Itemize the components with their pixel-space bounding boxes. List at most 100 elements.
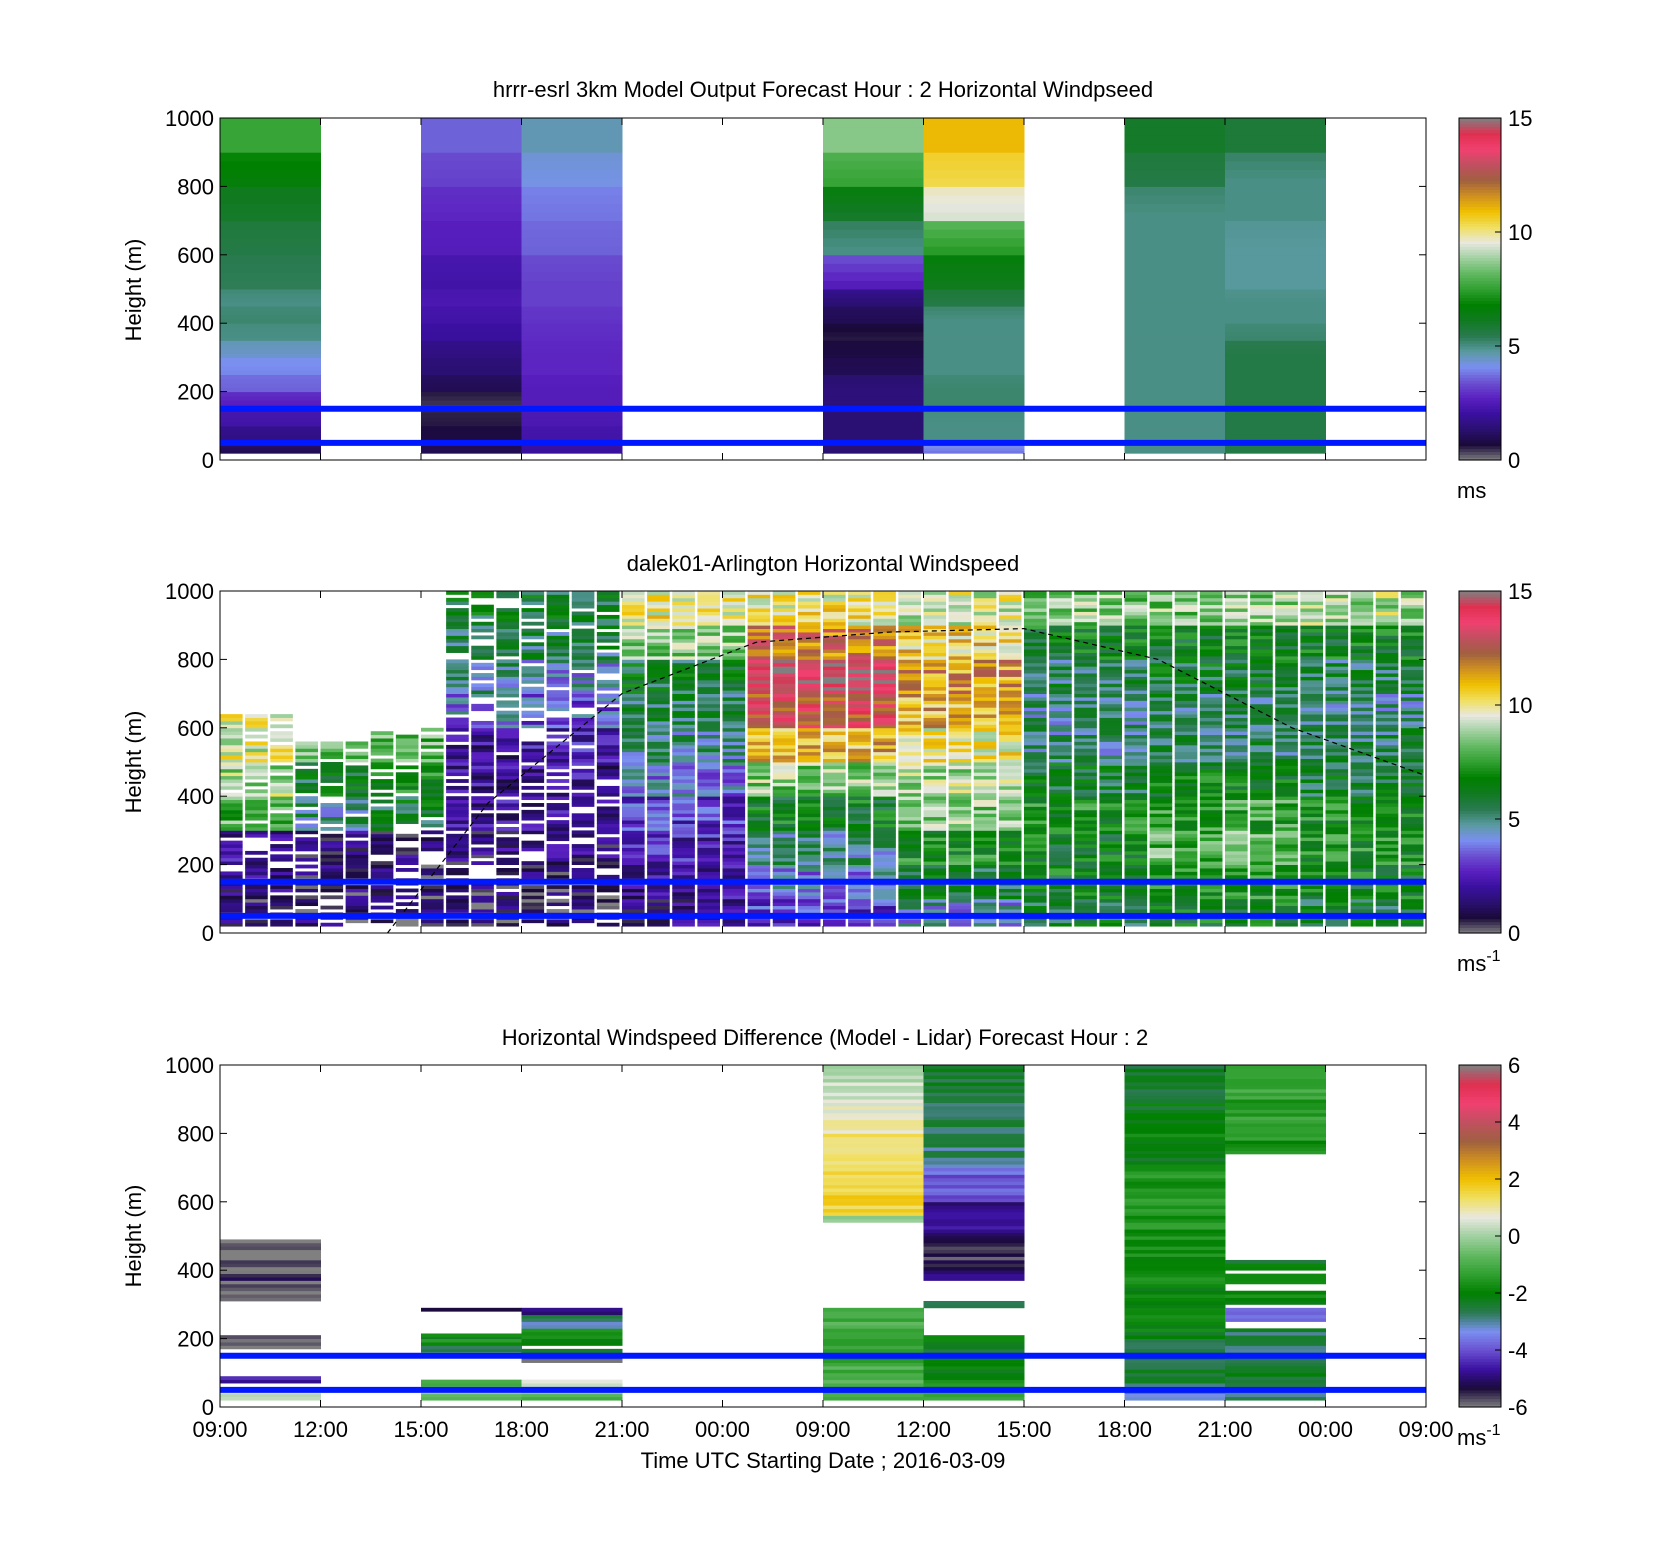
lidar-cell <box>1074 857 1097 862</box>
lidar-cell <box>772 895 796 900</box>
lidar-cell <box>1049 861 1072 865</box>
model-cell <box>521 318 623 324</box>
lidar-cell <box>848 813 871 818</box>
lidar-cell <box>1400 717 1424 722</box>
lidar-cell <box>697 765 720 770</box>
lidar-cell <box>747 833 771 838</box>
lidar-cell <box>797 789 821 794</box>
lidar-cell <box>1049 895 1072 900</box>
model-cell <box>1225 280 1326 290</box>
lidar-cell <box>421 905 444 910</box>
lidar-cell <box>1375 888 1399 893</box>
lidar-cell <box>772 909 796 913</box>
lidar-cell <box>998 885 1022 889</box>
lidar-cell <box>1174 628 1198 633</box>
lidar-cell <box>1375 683 1399 688</box>
model-cell <box>1225 118 1326 128</box>
lidar-cell <box>898 922 921 927</box>
difference-cell <box>521 1331 623 1336</box>
lidar-cell <box>446 645 469 650</box>
lidar-cell <box>1149 731 1173 736</box>
lidar-cell <box>1049 703 1072 708</box>
lidar-cell <box>1174 874 1198 879</box>
lidar-cell <box>546 826 570 831</box>
lidar-cell <box>923 635 947 640</box>
lidar-cell <box>1250 755 1273 759</box>
lidar-cell <box>1375 830 1399 835</box>
lidar-cell <box>722 820 746 824</box>
lidar-cell <box>873 686 896 691</box>
lidar-cell <box>446 717 469 722</box>
lidar-cell <box>697 919 720 924</box>
lidar-cell <box>1024 840 1047 845</box>
lidar-cell <box>245 857 268 862</box>
lidar-cell <box>1199 830 1223 835</box>
colorbar-swatch <box>1459 232 1501 236</box>
lidar-cell <box>973 789 997 794</box>
lidar-cell <box>1099 638 1122 643</box>
lidar-cell <box>873 717 896 722</box>
lidar-cell <box>295 837 318 842</box>
colorbar-swatch <box>1459 286 1501 290</box>
lidar-cell <box>370 785 394 790</box>
lidar-cell <box>1099 785 1122 790</box>
lidar-cell <box>496 799 519 804</box>
lidar-cell <box>998 642 1022 647</box>
lidar-cell <box>722 826 746 831</box>
lidar-cell <box>270 734 293 739</box>
lidar-cell <box>973 864 997 869</box>
lidar-cell <box>320 837 344 842</box>
lidar-cell <box>1275 686 1298 691</box>
lidar-cell <box>697 789 720 794</box>
lidar-cell <box>1099 714 1122 718</box>
lidar-cell <box>647 601 670 606</box>
colorbar-swatch <box>1459 254 1501 259</box>
colorbar-swatch <box>1459 667 1501 672</box>
lidar-cell <box>772 717 796 722</box>
lidar-cell <box>345 785 369 790</box>
lidar-cell <box>848 693 871 698</box>
lidar-cell <box>873 830 896 835</box>
lidar-cell <box>1350 796 1374 801</box>
lidar-cell <box>797 662 821 667</box>
lidar-cell <box>1049 625 1072 630</box>
lidar-cell <box>973 830 997 835</box>
lidar-cell <box>1375 703 1399 708</box>
lidar-cell <box>747 697 771 701</box>
lidar-cell <box>521 659 545 664</box>
colorbar-swatch <box>1459 326 1501 330</box>
lidar-cell <box>1199 758 1223 763</box>
lidar-cell <box>1024 868 1047 872</box>
lidar-cell <box>345 919 369 924</box>
model-cell <box>1225 126 1326 136</box>
lidar-cell <box>1199 714 1223 718</box>
lidar-cell <box>823 902 846 907</box>
lidar-cell <box>345 796 369 801</box>
lidar-cell <box>848 632 871 636</box>
lidar-cell <box>622 700 645 705</box>
lidar-cell <box>1275 642 1298 647</box>
lidar-cell <box>320 751 344 756</box>
lidar-cell <box>848 844 871 848</box>
lidar-cell <box>471 748 494 753</box>
colorbar-swatch <box>1459 129 1501 133</box>
lidar-cell <box>1375 792 1399 797</box>
lidar-cell <box>546 614 570 619</box>
lidar-cell <box>1124 806 1148 811</box>
lidar-cell <box>1174 734 1198 739</box>
lidar-cell <box>647 806 670 811</box>
lidar-cell <box>747 724 771 729</box>
lidar-cell <box>1099 864 1122 869</box>
lidar-cell <box>823 751 846 756</box>
lidar-cell <box>245 850 268 855</box>
lidar-cell <box>1375 874 1399 879</box>
lidar-cell <box>395 816 419 821</box>
lidar-cell <box>647 844 670 848</box>
lidar-cell <box>647 888 670 893</box>
lidar-cell <box>722 816 746 821</box>
lidar-cell <box>596 700 620 705</box>
colorbar-swatch <box>1459 300 1501 304</box>
lidar-cell <box>1300 891 1323 896</box>
lidar-cell <box>848 748 871 753</box>
lidar-cell <box>1350 748 1374 753</box>
